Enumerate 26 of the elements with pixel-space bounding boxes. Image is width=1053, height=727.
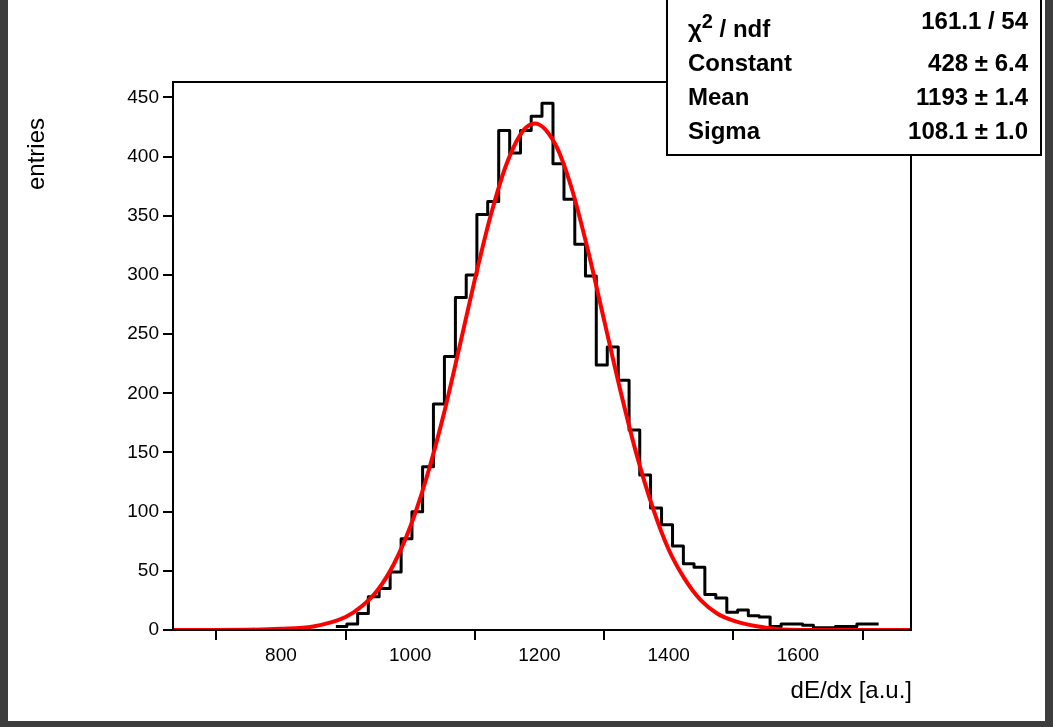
y-tick-label: 300 bbox=[127, 263, 159, 285]
x-tick-label: 1400 bbox=[647, 643, 690, 665]
x-tick-label: 1200 bbox=[518, 643, 561, 665]
x-axis-title: dE/dx [a.u.] bbox=[790, 676, 912, 704]
y-tick-label: 350 bbox=[127, 203, 159, 225]
y-tick-label: 200 bbox=[127, 381, 159, 403]
annotation: 108.1 ± 1.0 bbox=[908, 116, 1028, 146]
text: χ$^{2}$ / ndf bbox=[688, 9, 771, 44]
y-tick-label: 450 bbox=[127, 85, 159, 107]
text: 161.1 / 54 bbox=[921, 6, 1028, 36]
annotation: Mean bbox=[688, 82, 750, 112]
x-tick-label: 800 bbox=[265, 643, 297, 665]
text: 428 ± 6.4 bbox=[928, 48, 1028, 78]
line-series bbox=[173, 121, 911, 630]
y-tick-label: 0 bbox=[148, 618, 159, 640]
text: Constant bbox=[688, 48, 792, 78]
x-tick-label: 1000 bbox=[389, 643, 432, 665]
x-tick-label: 1600 bbox=[776, 643, 820, 665]
y-tick-label: 100 bbox=[127, 499, 159, 521]
y-tick-label: 50 bbox=[137, 559, 159, 581]
annotation: Sigma bbox=[688, 116, 761, 146]
y-tick-label: 250 bbox=[127, 322, 159, 344]
y-tick-label: 150 bbox=[127, 440, 159, 462]
y-tick-label: 400 bbox=[127, 144, 159, 166]
y-axis-title: entries bbox=[22, 116, 50, 190]
text: 1193 ± 1.4 bbox=[916, 82, 1028, 112]
